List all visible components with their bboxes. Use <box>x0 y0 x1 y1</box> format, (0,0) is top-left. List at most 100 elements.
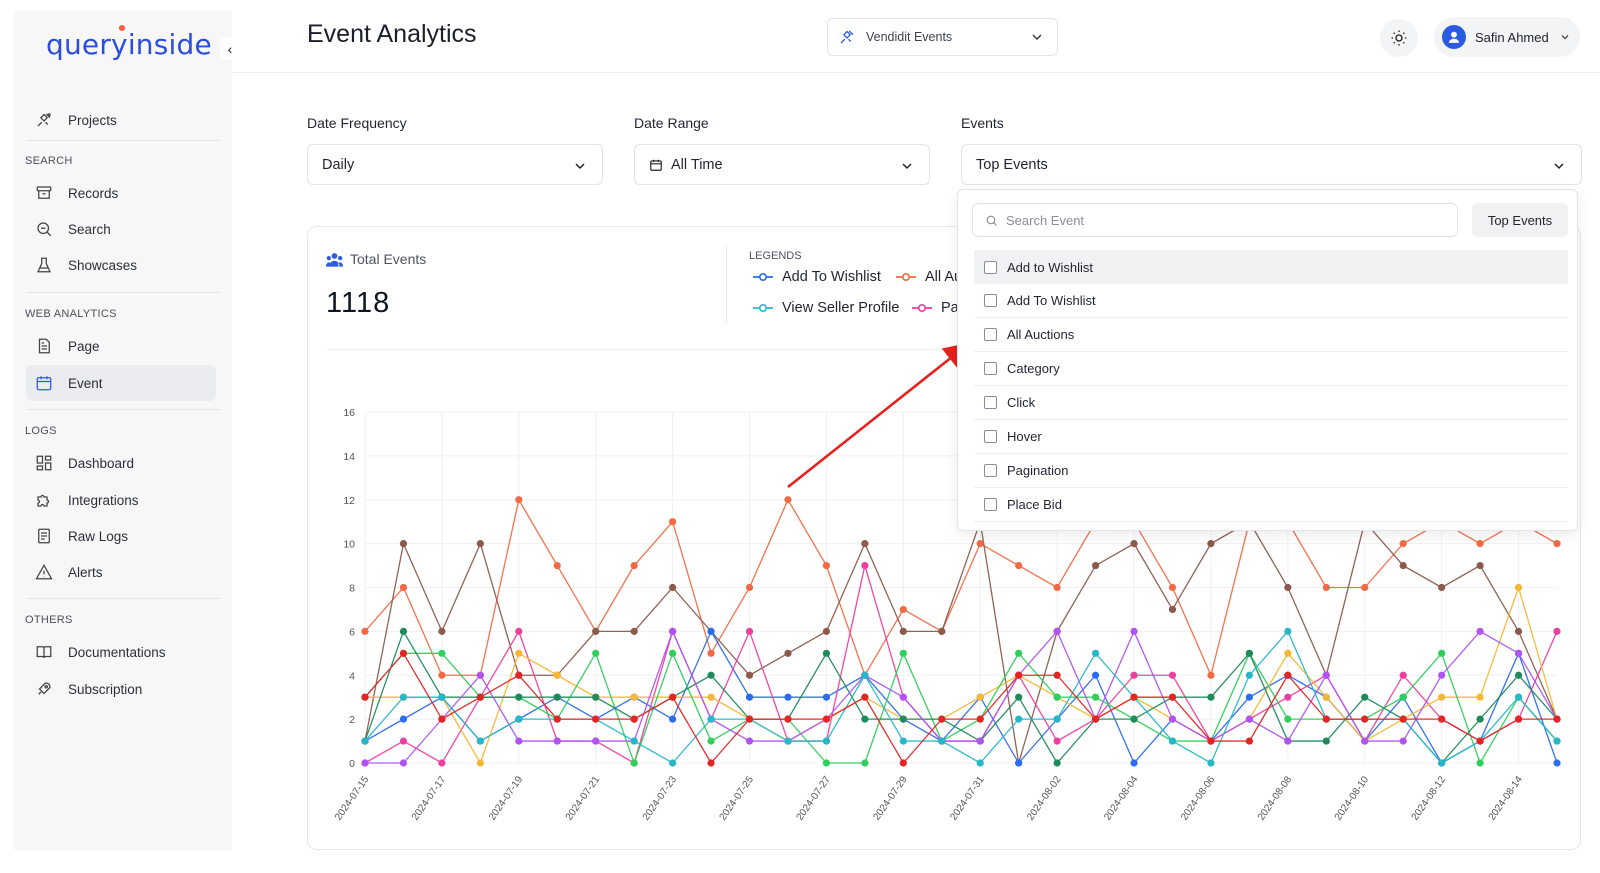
data-point <box>438 693 446 701</box>
brand-logo[interactable]: queryinside <box>46 25 212 61</box>
data-point <box>1130 715 1138 723</box>
event-option[interactable]: Add to Wishlist <box>974 250 1568 284</box>
sidebar-item-search[interactable]: Search <box>26 211 216 247</box>
data-point <box>861 561 869 570</box>
data-point <box>1207 540 1215 548</box>
data-point <box>399 759 408 767</box>
data-point <box>707 715 715 723</box>
users-icon <box>326 252 343 267</box>
data-point <box>669 583 677 592</box>
data-point <box>707 671 715 679</box>
data-point <box>707 693 715 701</box>
chevron-down-icon <box>1559 31 1571 43</box>
sidebar-item-label: Dashboard <box>68 455 135 471</box>
sidebar-item-subscription[interactable]: Subscription <box>26 671 216 707</box>
data-point <box>1168 583 1177 592</box>
checkbox[interactable] <box>984 396 997 409</box>
data-point <box>630 759 638 767</box>
y-tick-label: 12 <box>343 495 355 507</box>
theme-toggle-button[interactable] <box>1380 19 1418 57</box>
divider <box>26 292 220 293</box>
data-point <box>553 715 561 723</box>
data-point <box>361 759 369 767</box>
series-line <box>364 629 1558 765</box>
data-point <box>1438 583 1446 592</box>
data-point <box>784 715 792 723</box>
sidebar-item-documentations[interactable]: Documentations <box>26 634 216 670</box>
data-point <box>476 671 484 679</box>
legend-item[interactable]: Pag <box>912 300 959 316</box>
legend-item[interactable]: Add To Wishlist <box>753 269 881 285</box>
data-point <box>630 715 638 723</box>
sidebar-item-projects[interactable]: Projects <box>26 102 216 138</box>
y-tick-label: 6 <box>349 626 355 638</box>
event-option-label: Click <box>1007 395 1036 410</box>
data-point <box>1322 693 1330 701</box>
data-point <box>361 737 369 745</box>
y-tick-label: 2 <box>349 714 355 726</box>
sidebar-item-showcases[interactable]: Showcases <box>26 247 216 283</box>
data-point <box>822 649 831 657</box>
data-point <box>399 583 408 592</box>
user-name: Safin Ahmed <box>1475 29 1549 45</box>
project-select-value: Vendidit Events <box>866 30 953 44</box>
event-option[interactable]: All Auctions <box>974 318 1568 352</box>
x-tick-label: 2024-07-27 <box>795 774 834 823</box>
data-point <box>1514 671 1523 679</box>
checkbox[interactable] <box>984 464 997 477</box>
section-label-others: OTHERS <box>25 614 73 626</box>
sidebar-item-dashboard[interactable]: Dashboard <box>26 445 216 481</box>
event-option[interactable]: Category <box>974 352 1568 386</box>
data-point <box>1015 715 1023 723</box>
data-point <box>399 737 408 745</box>
checkbox[interactable] <box>984 362 997 375</box>
data-point <box>822 693 831 701</box>
event-option[interactable]: Pagination <box>974 454 1568 488</box>
data-point <box>1015 671 1023 679</box>
collapse-sidebar-button[interactable]: ‹ <box>220 38 240 60</box>
legend-item[interactable]: View Seller Profile <box>753 300 899 316</box>
event-search-input[interactable] <box>1006 212 1436 228</box>
data-point <box>1553 737 1561 745</box>
top-events-button[interactable]: Top Events <box>1472 203 1568 237</box>
events-select[interactable]: Top Events <box>961 144 1582 185</box>
sidebar-item-alerts[interactable]: Alerts <box>26 554 216 590</box>
data-point <box>592 627 600 635</box>
data-point <box>515 671 523 679</box>
data-point <box>476 693 484 701</box>
event-option[interactable]: Add To Wishlist <box>974 284 1568 318</box>
checkbox[interactable] <box>984 430 997 443</box>
y-tick-label: 16 <box>343 407 355 419</box>
event-option[interactable]: Click <box>974 386 1568 420</box>
data-point <box>745 627 754 635</box>
section-label-search: SEARCH <box>25 155 73 167</box>
sidebar-item-raw-logs[interactable]: Raw Logs <box>26 518 216 554</box>
event-option[interactable]: Place Bid <box>974 488 1568 522</box>
data-point <box>899 715 907 723</box>
date-range-select[interactable]: All Time <box>634 144 930 185</box>
event-search-field[interactable] <box>972 203 1458 237</box>
checkbox[interactable] <box>984 328 997 341</box>
data-point <box>1284 693 1292 701</box>
checkbox[interactable] <box>984 294 997 307</box>
event-option[interactable]: Hover <box>974 420 1568 454</box>
data-point <box>399 693 408 701</box>
events-dropdown: Top Events Add to Wishlist Add To Wishli… <box>957 189 1578 531</box>
x-tick-label: 2024-08-12 <box>1410 774 1449 823</box>
data-point <box>1130 671 1138 679</box>
sidebar-item-records[interactable]: Records <box>26 175 216 211</box>
sidebar-item-event[interactable]: Event <box>26 365 216 401</box>
sidebar-item-label: Search <box>68 221 111 237</box>
sidebar-item-integrations[interactable]: Integrations <box>26 482 216 518</box>
y-tick-label: 10 <box>343 539 355 551</box>
user-menu[interactable]: Safin Ahmed <box>1434 17 1580 57</box>
sidebar-item-page[interactable]: Page <box>26 328 216 364</box>
project-select[interactable]: Vendidit Events <box>827 18 1058 56</box>
data-point <box>1361 715 1369 723</box>
checkbox[interactable] <box>984 498 997 511</box>
date-frequency-select[interactable]: Daily <box>307 144 603 185</box>
legend-item[interactable]: All Au <box>896 269 959 285</box>
data-point <box>1438 649 1446 657</box>
checkbox[interactable] <box>984 260 997 274</box>
data-point <box>1053 627 1061 635</box>
